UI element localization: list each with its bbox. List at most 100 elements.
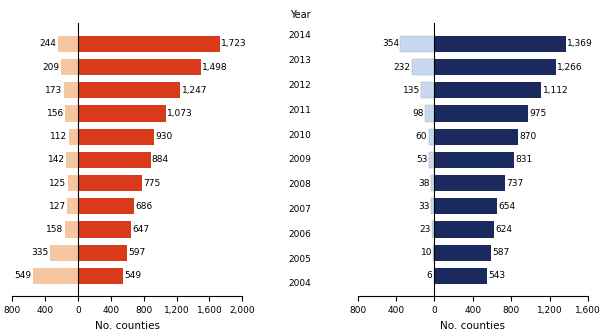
Text: 1,369: 1,369 (567, 39, 593, 48)
Bar (431, 175, 434, 191)
Bar (78, 36, 220, 52)
Bar (78, 82, 181, 98)
Text: 10: 10 (421, 248, 432, 257)
Text: 2011: 2011 (289, 106, 311, 115)
Text: 244: 244 (40, 39, 56, 48)
Bar (434, 175, 505, 191)
Bar (434, 36, 566, 52)
Text: 23: 23 (419, 225, 431, 234)
Text: 543: 543 (488, 271, 505, 280)
Bar (65, 105, 78, 122)
Bar (434, 268, 487, 284)
Bar (421, 82, 434, 98)
Bar (434, 105, 528, 122)
Text: 125: 125 (49, 178, 67, 187)
Text: 2008: 2008 (289, 180, 311, 189)
Text: 127: 127 (49, 202, 66, 211)
Text: 156: 156 (47, 109, 64, 118)
Bar (61, 59, 78, 75)
Bar (78, 268, 123, 284)
Text: 2006: 2006 (289, 230, 311, 239)
Bar (434, 152, 514, 168)
Text: Year: Year (290, 10, 310, 20)
Text: 831: 831 (515, 155, 533, 165)
Text: 930: 930 (155, 132, 173, 141)
Bar (78, 244, 127, 261)
Bar (434, 129, 518, 145)
Text: 2005: 2005 (289, 255, 311, 264)
Text: 60: 60 (416, 132, 427, 141)
Bar (67, 198, 78, 214)
Text: 2009: 2009 (289, 155, 311, 165)
Bar (78, 129, 154, 145)
Bar (78, 152, 151, 168)
Text: 549: 549 (14, 271, 31, 280)
Text: 1,498: 1,498 (202, 63, 228, 72)
Bar (78, 59, 201, 75)
Bar (66, 152, 78, 168)
Text: 624: 624 (496, 225, 513, 234)
Text: 6: 6 (427, 271, 433, 280)
Text: 232: 232 (394, 63, 410, 72)
Text: 335: 335 (32, 248, 49, 257)
X-axis label: No. counties: No. counties (440, 321, 505, 331)
Text: 654: 654 (499, 202, 516, 211)
Text: 98: 98 (412, 109, 424, 118)
Bar (430, 152, 434, 168)
Text: 38: 38 (418, 178, 430, 187)
Bar (78, 105, 166, 122)
Text: 112: 112 (50, 132, 67, 141)
Text: 354: 354 (382, 39, 399, 48)
Bar (434, 59, 556, 75)
Bar (400, 36, 434, 52)
Text: 142: 142 (48, 155, 65, 165)
Bar (434, 221, 494, 237)
Bar (434, 198, 497, 214)
Bar (428, 129, 434, 145)
Bar (58, 36, 78, 52)
Bar (432, 221, 434, 237)
Bar (412, 59, 434, 75)
X-axis label: No. counties: No. counties (95, 321, 160, 331)
Bar (433, 244, 434, 261)
Bar (68, 175, 78, 191)
Text: 1,723: 1,723 (221, 39, 247, 48)
Text: 1,266: 1,266 (557, 63, 583, 72)
Text: 158: 158 (46, 225, 64, 234)
Text: 587: 587 (492, 248, 509, 257)
Bar (425, 105, 434, 122)
Text: 737: 737 (506, 178, 524, 187)
Bar (78, 221, 131, 237)
Bar (64, 82, 78, 98)
Text: 2004: 2004 (289, 279, 311, 288)
Text: 2014: 2014 (289, 31, 311, 40)
Text: 549: 549 (124, 271, 142, 280)
Bar (78, 198, 134, 214)
Text: 33: 33 (418, 202, 430, 211)
Text: 686: 686 (136, 202, 153, 211)
Bar (434, 82, 541, 98)
Text: 597: 597 (128, 248, 145, 257)
Bar (68, 129, 78, 145)
Text: 775: 775 (143, 178, 160, 187)
Bar (434, 244, 491, 261)
Text: 2007: 2007 (289, 205, 311, 214)
Text: 53: 53 (416, 155, 428, 165)
Text: 173: 173 (45, 86, 62, 95)
Bar (65, 221, 78, 237)
Text: 975: 975 (529, 109, 547, 118)
Text: 870: 870 (520, 132, 536, 141)
Bar (32, 268, 78, 284)
Bar (78, 175, 142, 191)
Text: 209: 209 (42, 63, 59, 72)
Text: 2012: 2012 (289, 81, 311, 90)
Text: 2010: 2010 (289, 131, 311, 140)
Bar (431, 198, 434, 214)
Bar (50, 244, 78, 261)
Text: 647: 647 (133, 225, 149, 234)
Text: 2013: 2013 (289, 56, 311, 65)
Text: 135: 135 (403, 86, 420, 95)
Text: 1,247: 1,247 (182, 86, 207, 95)
Text: 884: 884 (152, 155, 169, 165)
Text: 1,073: 1,073 (167, 109, 193, 118)
